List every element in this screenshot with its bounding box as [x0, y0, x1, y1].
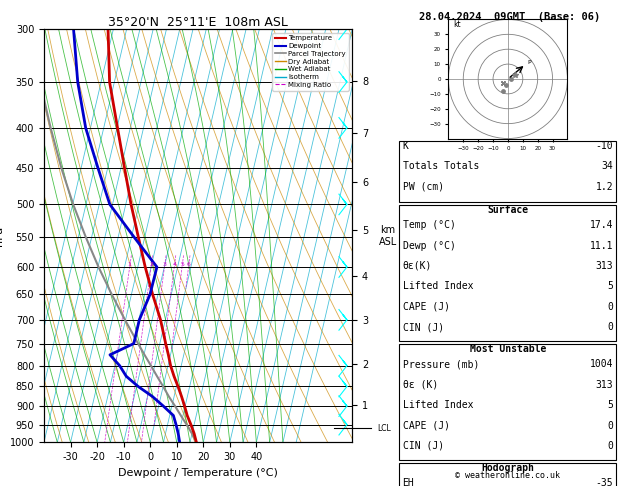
- Text: CAPE (J): CAPE (J): [403, 420, 450, 431]
- Text: Lifted Index: Lifted Index: [403, 400, 473, 410]
- Text: EH: EH: [403, 478, 415, 486]
- Point: [498, 87, 508, 95]
- Text: Temp (°C): Temp (°C): [403, 220, 455, 230]
- Text: © weatheronline.co.uk: © weatheronline.co.uk: [455, 471, 560, 480]
- Text: CIN (J): CIN (J): [403, 441, 443, 451]
- Text: P: P: [527, 60, 531, 65]
- Point: [501, 81, 511, 89]
- Text: 2: 2: [149, 262, 153, 267]
- Text: CIN (J): CIN (J): [403, 322, 443, 332]
- Text: 0: 0: [608, 322, 613, 332]
- Text: 17.4: 17.4: [590, 220, 613, 230]
- Text: 4: 4: [172, 262, 176, 267]
- Text: Hodograph: Hodograph: [481, 463, 535, 472]
- Text: 5: 5: [608, 400, 613, 410]
- Text: 1.2: 1.2: [596, 182, 613, 192]
- Text: 6: 6: [187, 262, 191, 267]
- Text: 5: 5: [608, 281, 613, 292]
- Text: Surface: Surface: [487, 205, 528, 215]
- Text: 1004: 1004: [590, 359, 613, 369]
- Title: 35°20'N  25°11'E  108m ASL: 35°20'N 25°11'E 108m ASL: [108, 16, 288, 29]
- Text: θε (K): θε (K): [403, 380, 438, 390]
- Y-axis label: km
ASL: km ASL: [379, 225, 397, 246]
- Text: CAPE (J): CAPE (J): [403, 302, 450, 312]
- Text: 28.04.2024  09GMT  (Base: 06): 28.04.2024 09GMT (Base: 06): [419, 12, 600, 22]
- Legend: Temperature, Dewpoint, Parcel Trajectory, Dry Adiabat, Wet Adiabat, Isotherm, Mi: Temperature, Dewpoint, Parcel Trajectory…: [272, 33, 348, 90]
- Text: 34: 34: [601, 161, 613, 172]
- Text: kt: kt: [453, 20, 460, 29]
- Text: 5: 5: [180, 262, 184, 267]
- Text: Pressure (mb): Pressure (mb): [403, 359, 479, 369]
- Text: Most Unstable: Most Unstable: [470, 344, 546, 354]
- Text: 0: 0: [608, 302, 613, 312]
- Text: 313: 313: [596, 380, 613, 390]
- Text: K: K: [403, 141, 408, 151]
- Text: Dewp (°C): Dewp (°C): [403, 241, 455, 251]
- Text: 1: 1: [128, 262, 131, 267]
- Text: -35: -35: [596, 478, 613, 486]
- Text: Totals Totals: Totals Totals: [403, 161, 479, 172]
- Text: θε(K): θε(K): [403, 261, 432, 271]
- Text: 313: 313: [596, 261, 613, 271]
- Text: LCL: LCL: [377, 424, 391, 433]
- X-axis label: Dewpoint / Temperature (°C): Dewpoint / Temperature (°C): [118, 468, 278, 478]
- Text: 0: 0: [608, 441, 613, 451]
- Text: -10: -10: [596, 141, 613, 151]
- Text: 3: 3: [162, 262, 167, 267]
- Text: 0: 0: [608, 420, 613, 431]
- Point: [506, 75, 516, 83]
- Text: 11.1: 11.1: [590, 241, 613, 251]
- Y-axis label: hPa: hPa: [0, 226, 4, 246]
- Text: Lifted Index: Lifted Index: [403, 281, 473, 292]
- Text: PW (cm): PW (cm): [403, 182, 443, 192]
